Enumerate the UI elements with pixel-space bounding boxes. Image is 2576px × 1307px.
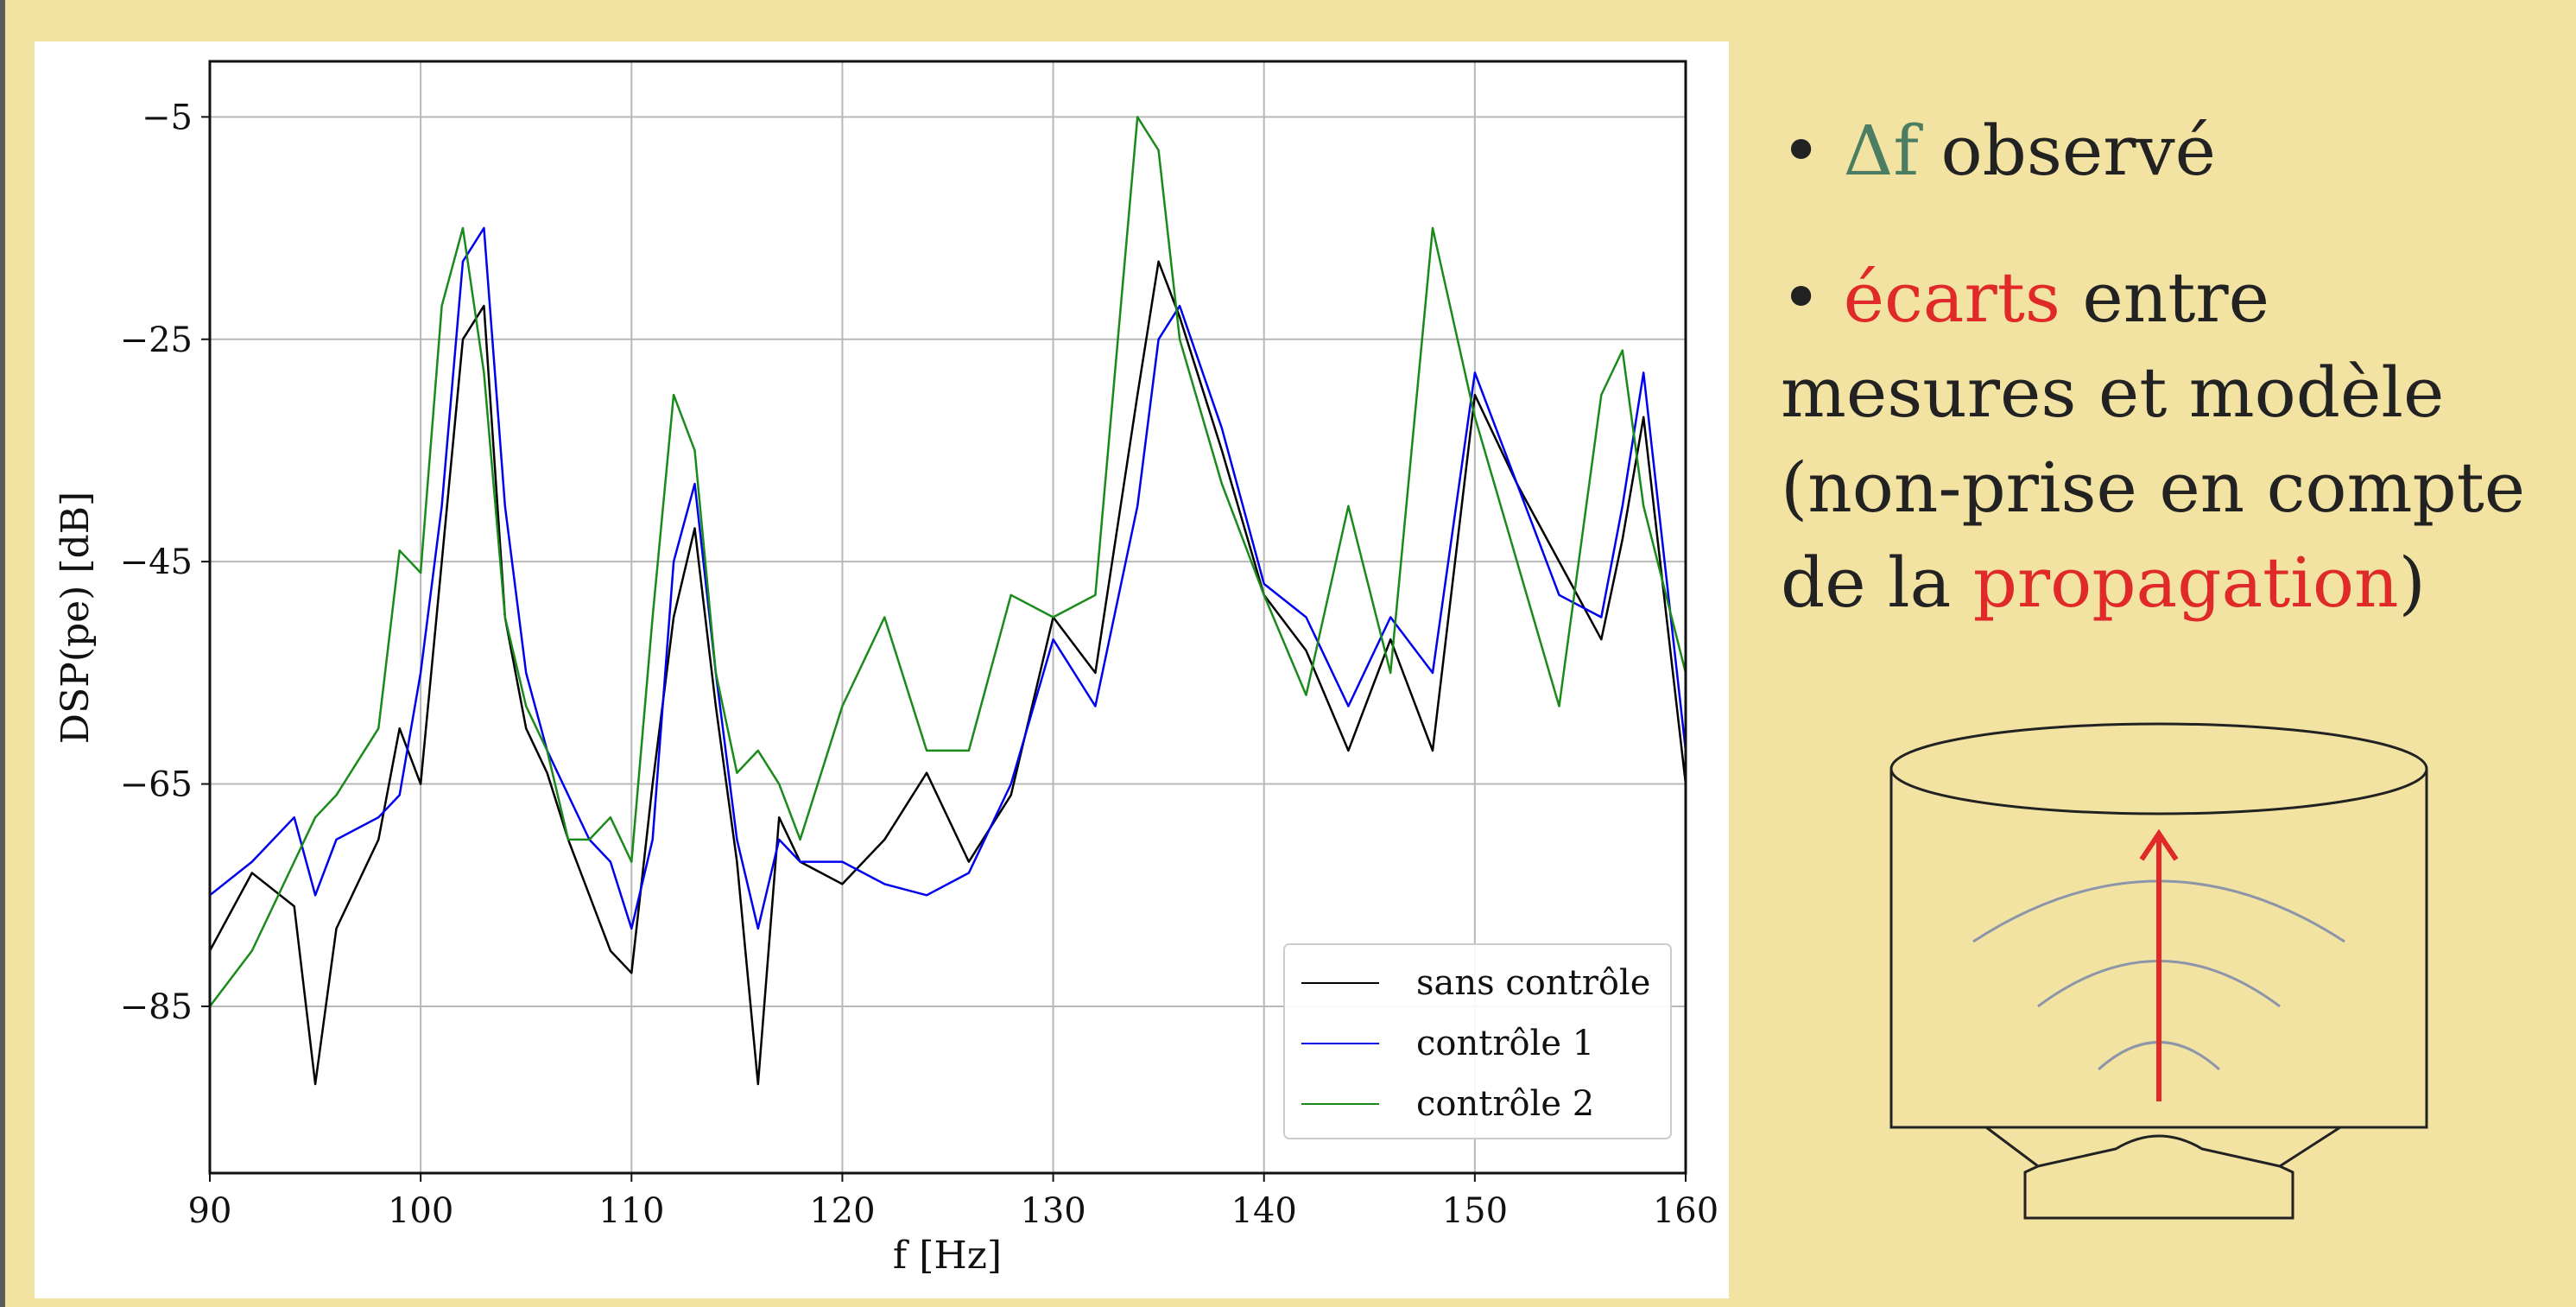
x-tick-label: 160 (1653, 1191, 1718, 1231)
propagation-arrow-head (2139, 828, 2179, 861)
note-bullet-2: • (1781, 257, 1844, 338)
x-tick-label: 140 (1231, 1191, 1297, 1231)
y-axis-title: DSP(pe) [dB] (54, 492, 98, 744)
x-axis-title: f [Hz] (893, 1234, 1002, 1278)
notes-panel: • Δf observé • écarts entre mesures et m… (1781, 104, 2541, 682)
x-tick-label: 110 (598, 1191, 664, 1231)
series-line-0 (208, 260, 1687, 1086)
note-text-2b: ) (2398, 542, 2426, 623)
plot-panel: 90 100 110 120 130 140 150 160 −5 −25 −45 −65 −85 f … (35, 41, 1729, 1298)
x-tick-label: 150 (1442, 1191, 1508, 1231)
x-tick-label: 120 (809, 1191, 875, 1231)
legend-box (1283, 943, 1672, 1139)
legend-label-sans-controle: sans contrôle (1416, 963, 1650, 1003)
note-bullet-1: • (1781, 111, 1844, 191)
note-text-2a: entre mesures et modèle (non-prise en co… (1781, 257, 2526, 623)
legend: sans contrôle contrôle 1 contrôle 2 (1283, 943, 1672, 1139)
series-line-1 (209, 226, 1687, 930)
y-tick-label: −85 (120, 987, 193, 1027)
legend-label-controle-1: contrôle 1 (1416, 1024, 1594, 1063)
ecarts-word: écarts (1843, 257, 2060, 338)
y-tick-label: −5 (142, 98, 193, 137)
delta-f-symbol: Δf (1843, 111, 1920, 191)
speaker-cone (1985, 1126, 2341, 1168)
cavity-walls (1889, 769, 2428, 1129)
legend-label-controle-2: contrôle 2 (1416, 1084, 1594, 1124)
y-tick-label: −25 (120, 320, 193, 360)
cavity-top-ellipse (1889, 722, 2428, 815)
x-tick-label: 130 (1020, 1191, 1085, 1231)
axis-ticks: 90 100 110 120 130 140 150 160 −5 −25 −45 −65 −85 (120, 98, 1719, 1231)
x-tick-label: 100 (388, 1191, 453, 1231)
x-tick-label: 90 (188, 1191, 232, 1231)
dsp-chart: 90 100 110 120 130 140 150 160 −5 −25 −45 −65 −85 f … (54, 60, 1719, 1278)
note-text-1: observé (1919, 111, 2216, 191)
series-lines (208, 116, 1687, 1086)
y-tick-label: −45 (120, 542, 193, 582)
note-delta-f: • Δf observé (1781, 104, 2541, 199)
left-edge-strip (0, 0, 5, 1307)
y-tick-label: −65 (120, 765, 193, 805)
loudspeaker-sketch (1889, 722, 2428, 1220)
plot-frame (208, 60, 1687, 1175)
series-line-2 (209, 116, 1687, 1007)
speaker-body (2023, 1164, 2294, 1220)
propagation-word: propagation (1972, 542, 2399, 623)
note-ecarts: • écarts entre mesures et modèle (non-pr… (1781, 251, 2541, 631)
